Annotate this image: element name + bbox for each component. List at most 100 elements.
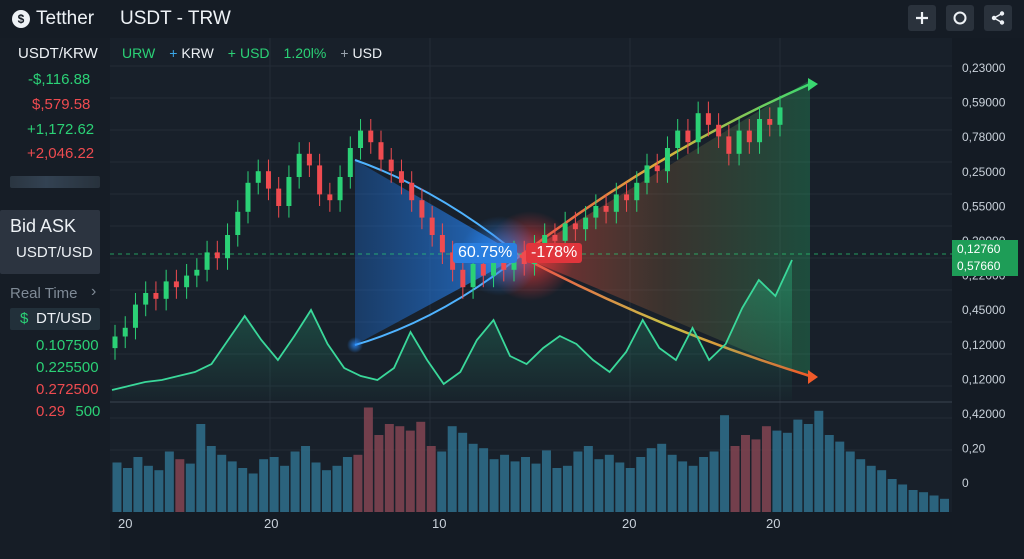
candle-body <box>122 327 128 337</box>
volume-bar <box>877 470 887 512</box>
volume-bar <box>269 457 279 512</box>
real-time-label[interactable]: Real Time <box>10 285 78 302</box>
legend-item[interactable]: URW <box>122 45 155 61</box>
volume-bar <box>531 463 541 512</box>
candle-body <box>296 153 302 177</box>
dt-usd-label: DT/USD <box>36 310 92 327</box>
brand: $ Tetther <box>12 8 94 30</box>
volume-bar <box>741 435 750 512</box>
candle-body <box>317 165 323 195</box>
legend-item[interactable]: + KRW <box>169 45 214 61</box>
volume-bar <box>342 457 352 512</box>
candle-body <box>521 252 527 264</box>
y-tick-label: 0,42000 <box>962 407 1006 421</box>
candle-body <box>439 235 445 253</box>
volume-bar <box>782 432 792 512</box>
volume-bar <box>353 454 363 512</box>
candle-body <box>480 264 486 276</box>
rate-value: 0.225500 <box>36 359 99 376</box>
bid-ask-panel[interactable]: Bid ASK USDT/USD <box>0 210 100 274</box>
candle-body <box>429 217 435 235</box>
share-icon <box>991 11 1005 25</box>
volume-bar <box>217 454 227 512</box>
volume-bar <box>154 470 164 512</box>
volume-bar <box>898 484 908 512</box>
price-tag: 0,12760 <box>957 242 1001 256</box>
circle-button[interactable] <box>946 5 974 31</box>
legend-label: KRW <box>181 45 214 61</box>
volume-bar <box>709 451 719 512</box>
volume-bar <box>290 451 300 512</box>
volume-bar <box>437 451 447 512</box>
volume-bar <box>122 468 132 512</box>
volume-bar <box>280 465 290 512</box>
sidebar-pair: USDT/KRW <box>18 45 98 62</box>
candle-body <box>695 113 701 143</box>
trend-line <box>111 259 793 391</box>
volume-bar <box>301 446 311 512</box>
candle-body <box>542 235 548 247</box>
volume-bar <box>573 451 583 512</box>
dt-usd-selector[interactable]: $ DT/USD <box>10 308 100 330</box>
legend-item[interactable]: + USD <box>228 45 270 61</box>
blue-dot <box>347 337 363 353</box>
volume-bar <box>720 415 730 512</box>
volume-bar <box>206 446 216 512</box>
volume-bar <box>646 448 656 512</box>
candle-body <box>214 252 220 259</box>
share-button[interactable] <box>984 5 1012 31</box>
volume-bar <box>604 454 614 512</box>
change-value: $,579.58 <box>32 96 91 113</box>
volume-bar <box>699 457 709 512</box>
candle-body <box>245 182 251 212</box>
y-tick-label: 0 <box>962 476 969 490</box>
legend-item[interactable]: + USD <box>340 45 382 61</box>
candle-body <box>398 171 404 183</box>
volume-bar <box>133 457 143 512</box>
add-button[interactable] <box>908 5 936 31</box>
chevron-right-icon[interactable]: › <box>91 283 97 300</box>
candle-body <box>306 153 312 166</box>
volume-bar <box>688 465 698 512</box>
volume-bar <box>866 465 876 512</box>
legend-item[interactable]: 1.20l% <box>284 45 327 61</box>
candle-body <box>235 211 241 235</box>
candle-body <box>501 258 507 270</box>
candle-body <box>286 177 292 206</box>
candle-body <box>347 148 353 177</box>
candle-body <box>388 159 394 172</box>
legend-marker: + <box>340 45 349 61</box>
candle-body <box>460 269 466 288</box>
volume-bar <box>552 468 562 512</box>
y-tick-label: 0,23000 <box>962 61 1006 75</box>
y-axis: 0,230000,590000,780000,250000,550000,290… <box>962 61 1006 490</box>
legend-marker: + <box>227 45 236 61</box>
area-fill <box>112 260 792 400</box>
pair-title: USDT - TRW <box>120 8 231 29</box>
candle-body <box>603 206 609 212</box>
candle-body <box>255 171 261 183</box>
volume-bar <box>196 424 206 512</box>
candle-body <box>552 235 558 241</box>
volume-bar <box>636 457 646 512</box>
candle-body <box>163 281 169 299</box>
legend-label: URW <box>122 45 156 61</box>
volume-bar <box>929 495 939 512</box>
volume-bar <box>583 446 593 512</box>
candle-body <box>654 165 660 172</box>
circle-icon <box>953 11 967 25</box>
volume-bar <box>311 462 321 512</box>
price-tag-bg <box>952 240 1018 276</box>
candle-body <box>736 130 742 154</box>
volume-bar <box>405 430 415 512</box>
candle-body <box>132 304 138 328</box>
candle-body <box>757 119 763 143</box>
volume-bar <box>625 468 635 512</box>
candle-body <box>716 124 722 137</box>
volume-bar <box>761 426 771 512</box>
volume-bar <box>667 454 677 512</box>
candle-body <box>470 264 476 288</box>
change-value: +1,172.62 <box>27 121 95 138</box>
candle-body <box>562 223 568 241</box>
